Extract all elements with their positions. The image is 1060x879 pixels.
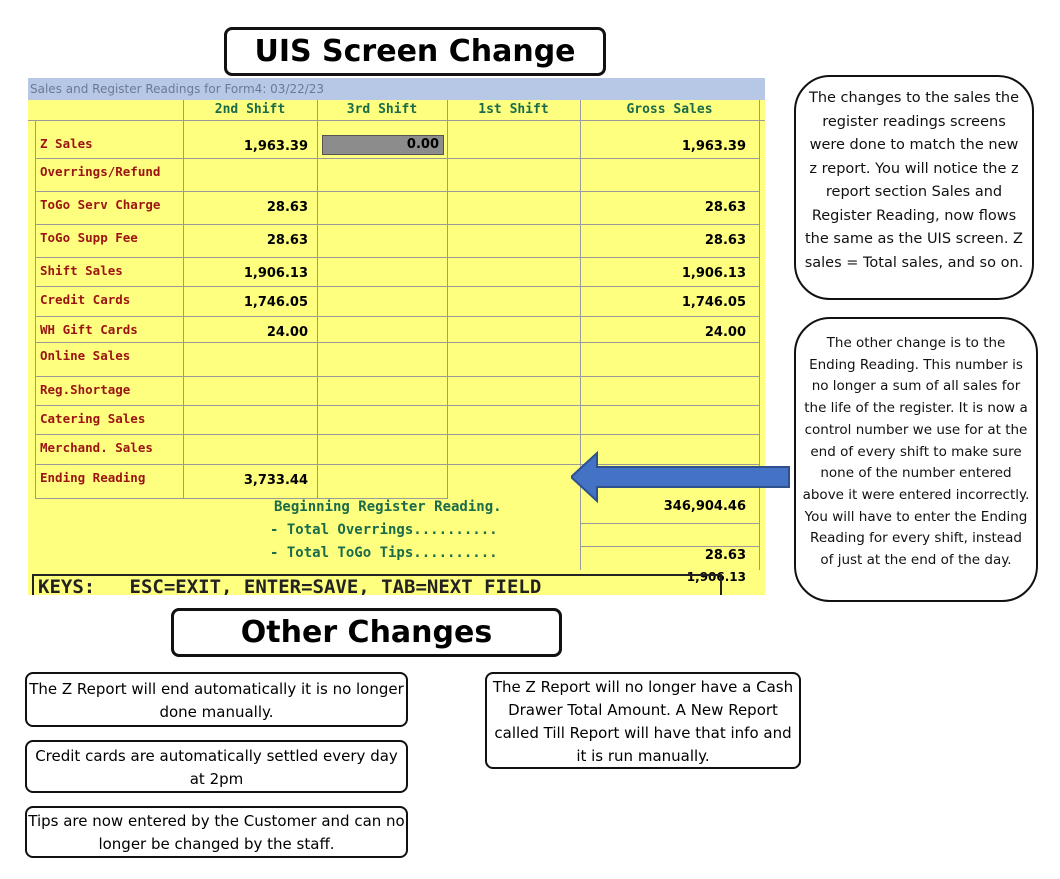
- cell-1st-shift[interactable]: [452, 323, 576, 343]
- cell-1st-shift[interactable]: [452, 441, 576, 461]
- beginning-register-reading-value: 346,904.46: [663, 499, 746, 514]
- cell-gross-sales: [588, 412, 746, 432]
- cell-2nd-shift[interactable]: 1,746.05: [243, 295, 308, 310]
- total-togo-tips-label: - Total ToGo Tips..........: [270, 545, 498, 561]
- cell-gross-sales: 1,906.13: [681, 266, 746, 281]
- cell-2nd-shift[interactable]: 3,733.44: [243, 473, 308, 488]
- cell-1st-shift[interactable]: [452, 137, 576, 157]
- cell-3rd-shift[interactable]: [322, 412, 442, 432]
- row-label: Online Sales: [40, 348, 131, 363]
- screen-change-note: The changes to the sales the register re…: [794, 75, 1034, 300]
- cell-3rd-shift[interactable]: [322, 293, 442, 313]
- row-label: Credit Cards: [40, 292, 131, 307]
- row-label: Overrings/Refund: [40, 164, 161, 179]
- cell-1st-shift[interactable]: [452, 231, 576, 251]
- arrow-left-icon: [571, 451, 790, 503]
- cell-gross-sales: [588, 383, 746, 403]
- row-label: WH Gift Cards: [40, 322, 138, 337]
- cell-1st-shift[interactable]: [452, 264, 576, 284]
- cell-3rd-shift[interactable]: [322, 231, 442, 251]
- cell-3rd-shift[interactable]: [322, 198, 442, 218]
- cell-1st-shift[interactable]: [452, 349, 576, 369]
- col-head-2nd-shift: 2nd Shift: [214, 102, 286, 117]
- cell-3rd-shift[interactable]: [322, 165, 442, 185]
- credit-card-settlement-note: Credit cards are automatically settled e…: [25, 740, 408, 793]
- row-label: Catering Sales: [40, 411, 146, 426]
- cell-2nd-shift[interactable]: 1,963.39: [243, 139, 308, 154]
- cell-1st-shift[interactable]: [452, 198, 576, 218]
- col-head-gross-sales: Gross Sales: [626, 102, 713, 117]
- cell-3rd-shift[interactable]: [322, 441, 442, 461]
- row-label: ToGo Supp Fee: [40, 230, 138, 245]
- cell-2nd-shift[interactable]: 24.00: [266, 325, 308, 340]
- cell-2nd-shift[interactable]: [188, 383, 308, 403]
- col-head-1st-shift: 1st Shift: [478, 102, 549, 117]
- cell-3rd-shift[interactable]: [322, 323, 442, 343]
- ending-reading-note: The other change is to the Ending Readin…: [794, 317, 1038, 602]
- cell-gross-sales: [588, 165, 746, 185]
- cell-1st-shift[interactable]: [452, 293, 576, 313]
- tips-entry-note: Tips are now entered by the Customer and…: [25, 806, 408, 858]
- register-readings-screen: Sales and Register Readings for Form4: 0…: [28, 78, 765, 595]
- cell-2nd-shift[interactable]: [188, 441, 308, 461]
- row-label: ToGo Serv Charge: [40, 197, 161, 212]
- cell-gross-sales: 24.00: [704, 325, 746, 340]
- row-label: Ending Reading: [40, 470, 146, 485]
- total-overrings-value: [588, 524, 746, 544]
- cell-3rd-shift[interactable]: [322, 349, 442, 369]
- z-report-auto-end-note: The Z Report will end automatically it i…: [25, 672, 408, 727]
- cell-gross-sales: 1,963.39: [681, 139, 746, 154]
- row-label: Shift Sales: [40, 263, 123, 278]
- beginning-register-reading-label: Beginning Register Reading.: [274, 499, 502, 515]
- total-overrings-label: - Total Overrings..........: [270, 522, 498, 538]
- row-label: Z Sales: [40, 136, 93, 151]
- other-changes-title: Other Changes: [171, 608, 562, 657]
- z-sales-3rd-shift-input[interactable]: 0.00: [322, 135, 444, 155]
- cell-gross-sales: 28.63: [704, 233, 746, 248]
- cell-gross-sales: 28.63: [704, 200, 746, 215]
- cell-1st-shift[interactable]: [452, 471, 576, 491]
- cell-3rd-shift[interactable]: [322, 264, 442, 284]
- till-report-note: The Z Report will no longer have a Cash …: [485, 672, 801, 769]
- cell-2nd-shift[interactable]: [188, 349, 308, 369]
- window-title: Sales and Register Readings for Form4: 0…: [28, 78, 765, 100]
- cell-2nd-shift[interactable]: [188, 165, 308, 185]
- cell-2nd-shift[interactable]: [188, 412, 308, 432]
- cell-1st-shift[interactable]: [452, 165, 576, 185]
- cell-gross-sales: 1,746.05: [681, 295, 746, 310]
- row-label: Reg.Shortage: [40, 382, 131, 397]
- uis-screen-change-title: UIS Screen Change: [224, 27, 606, 76]
- keys-help-bar: KEYS: ESC=EXIT, ENTER=SAVE, TAB=NEXT FIE…: [32, 574, 722, 595]
- cell-2nd-shift[interactable]: 28.63: [266, 200, 308, 215]
- cell-2nd-shift[interactable]: 28.63: [266, 233, 308, 248]
- cell-3rd-shift[interactable]: [322, 471, 442, 491]
- col-head-3rd-shift: 3rd Shift: [346, 102, 418, 117]
- total-togo-tips-value: 28.63: [704, 548, 746, 563]
- cell-1st-shift[interactable]: [452, 383, 576, 403]
- cell-3rd-shift[interactable]: [322, 383, 442, 403]
- cell-2nd-shift[interactable]: 1,906.13: [243, 266, 308, 281]
- z-sales-3rd-shift-value: 0.00: [406, 137, 439, 152]
- row-label: Merchand. Sales: [40, 440, 153, 455]
- cell-1st-shift[interactable]: [452, 412, 576, 432]
- net-shift-sales-value: 1,906.13: [686, 570, 746, 584]
- cell-gross-sales: [588, 349, 746, 369]
